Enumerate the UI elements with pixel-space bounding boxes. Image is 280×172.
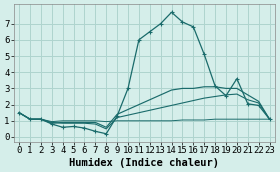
X-axis label: Humidex (Indice chaleur): Humidex (Indice chaleur) [69, 158, 219, 168]
